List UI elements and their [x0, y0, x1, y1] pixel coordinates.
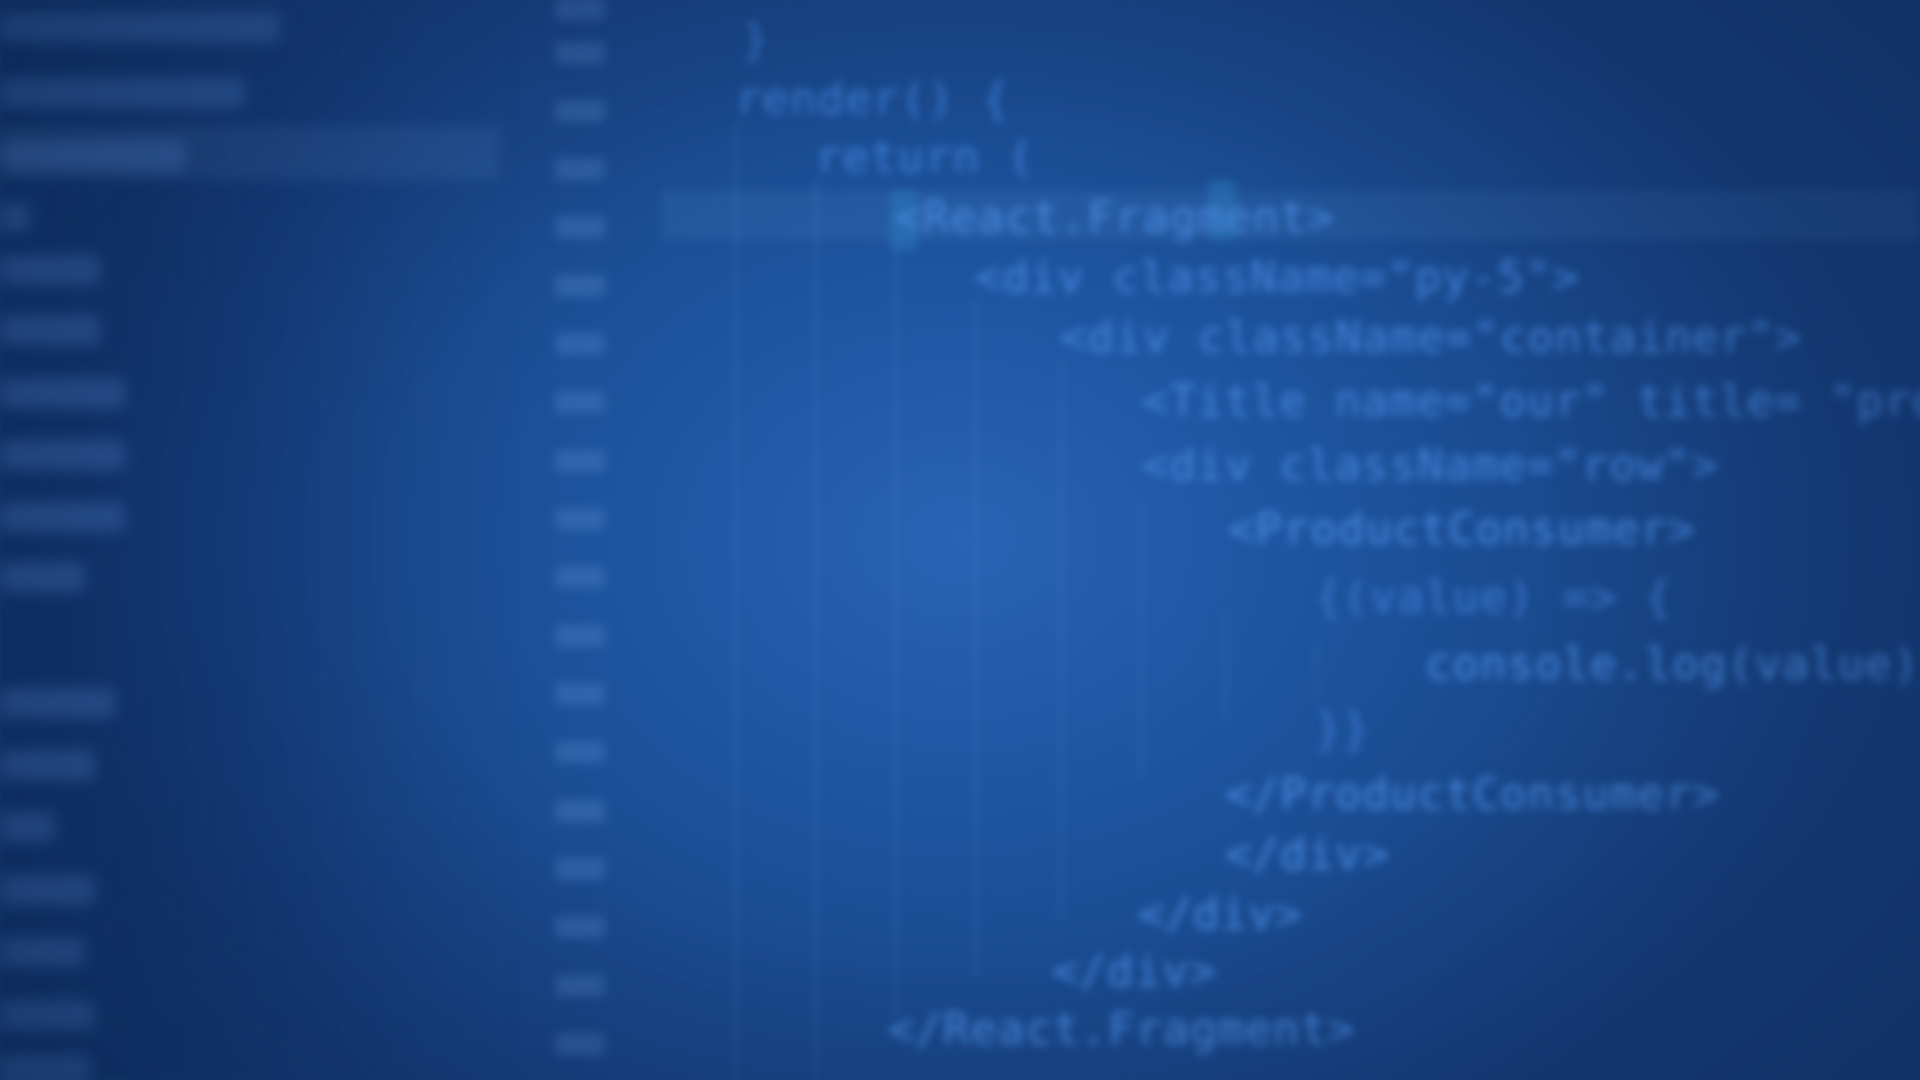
line-number: [555, 216, 605, 238]
line-number: [555, 333, 605, 355]
sidebar-entry: [0, 255, 100, 285]
code-line: return (: [815, 132, 1035, 183]
sidebar-entry: [0, 562, 85, 592]
sidebar-entry: [0, 750, 95, 780]
code-line: <ProductConsumer>: [1228, 504, 1696, 555]
code-line: <React.Fragment>: [895, 192, 1335, 243]
indent-guide: [975, 300, 977, 980]
code-line: }: [742, 14, 770, 65]
sidebar-entry: [0, 1000, 95, 1030]
code-line: </ProductConsumer>: [1225, 769, 1720, 820]
line-number: [555, 741, 605, 763]
sidebar-entry: [0, 875, 95, 905]
line-number: [555, 0, 605, 20]
line-number: [555, 275, 605, 297]
sidebar-entry: [0, 378, 125, 408]
sidebar-entry: [0, 315, 100, 345]
code-line: }}: [1315, 704, 1370, 755]
indent-guide: [1140, 500, 1142, 780]
bracket-match-highlight: [1208, 180, 1236, 240]
code-line: {(value) => {: [1315, 572, 1673, 623]
bracket-match-highlight: [890, 190, 918, 250]
indent-guide: [1315, 640, 1317, 700]
code-line: </div>: [1138, 889, 1303, 940]
sidebar-entry: [0, 1055, 90, 1080]
line-number: [555, 508, 605, 530]
line-number: [555, 683, 605, 705]
file-explorer-sidebar: [0, 0, 520, 1080]
line-number: [555, 916, 605, 938]
sidebar-entry: [0, 78, 245, 108]
code-line: render() {: [735, 74, 1010, 125]
code-line: </React.Fragment>: [888, 1004, 1356, 1055]
line-number: [555, 625, 605, 647]
indent-guide: [1060, 360, 1062, 920]
line-number-gutter: [555, 0, 610, 1080]
indent-guide: [735, 120, 737, 1080]
code-line: <div className="row">: [1142, 440, 1720, 491]
line-number: [555, 450, 605, 472]
code-line: console.log(value): [1425, 639, 1920, 690]
line-number: [555, 1033, 605, 1055]
sidebar-entry: [0, 12, 280, 42]
sidebar-selected-row: [0, 125, 500, 180]
code-line: <Title name="our" title= "product: [1142, 376, 1920, 427]
current-line-highlight: [660, 190, 1920, 240]
sidebar-entry: [0, 688, 115, 718]
code-line: </div>: [1225, 829, 1390, 880]
code-line: </div>: [1052, 946, 1217, 997]
line-number: [555, 800, 605, 822]
line-number: [555, 100, 605, 122]
line-number: [555, 566, 605, 588]
line-number: [555, 975, 605, 997]
sidebar-entry: [0, 937, 85, 967]
indent-guide: [1225, 610, 1227, 720]
line-number: [555, 858, 605, 880]
sidebar-entry: [0, 440, 125, 470]
sidebar-entry: [0, 502, 125, 532]
indent-guide: [815, 180, 817, 1080]
indent-guide: [895, 240, 897, 1020]
line-number: [555, 158, 605, 180]
sidebar-entry: [0, 140, 185, 170]
code-line: <div className="py-5">: [975, 252, 1580, 303]
code-line: <div className="container">: [1060, 312, 1803, 363]
line-number: [555, 391, 605, 413]
sidebar-entry: [0, 812, 55, 842]
line-number: [555, 42, 605, 64]
sidebar-entry: [0, 202, 30, 232]
